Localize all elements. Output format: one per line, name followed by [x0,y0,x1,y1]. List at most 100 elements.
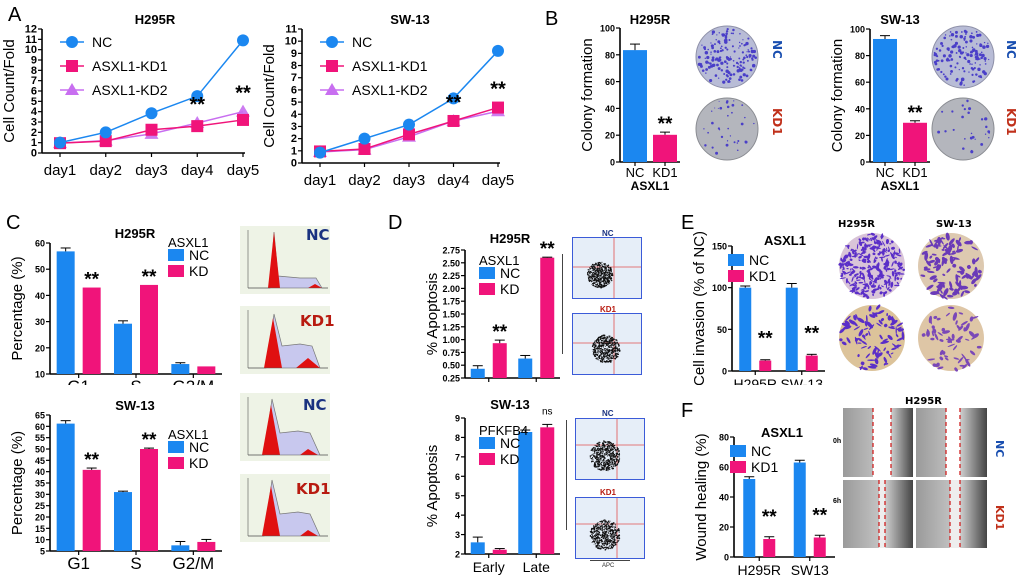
x-tick-label: H295R [733,376,777,385]
texture-mark [957,45,961,49]
texture-mark [603,440,605,442]
texture-mark [964,290,971,294]
texture-mark [603,465,606,467]
texture-mark [603,523,606,525]
texture-mark [608,460,611,463]
texture-mark [608,279,609,280]
texture-mark [951,243,955,248]
texture-mark [610,343,612,345]
texture-mark [589,276,591,278]
texture-mark [618,349,620,351]
texture-mark [601,520,604,523]
texture-mark [602,462,604,464]
texture-mark [851,276,854,283]
texture-mark [938,49,942,52]
texture-mark [608,337,610,339]
texture-mark [616,348,619,351]
texture-mark [724,34,728,38]
texture-mark [891,253,894,257]
texture-mark [944,75,947,78]
chart-title: SW-13 [115,398,154,413]
texture-mark [602,340,604,342]
colony-label-kd1: KD1 [770,108,784,136]
x-tick-label: day2 [348,172,381,189]
texture-mark [598,352,599,354]
texture-mark [873,277,877,283]
texture-mark [725,74,729,77]
bar [653,134,677,162]
texture-mark [853,314,857,321]
texture-mark [968,71,970,73]
texture-mark [605,451,606,453]
texture-mark [933,315,938,319]
texture-mark [597,545,599,547]
texture-mark [609,448,611,450]
texture-mark [725,32,728,36]
texture-mark [606,272,609,274]
texture-mark [602,278,605,280]
texture-mark [619,452,620,454]
y-tick-label: 1 [31,137,37,149]
texture-mark [604,520,607,523]
y-tick-label: 2.75 [442,246,460,256]
data-point [358,142,371,155]
texture-mark [868,305,872,312]
texture-mark [606,538,608,541]
texture-mark [976,57,980,61]
texture-mark [596,525,598,526]
texture-mark [971,63,973,65]
texture-mark [953,44,957,48]
texture-mark [609,546,610,548]
texture-mark [705,68,708,71]
texture-mark [848,273,852,276]
texture-mark [732,73,736,76]
texture-mark [931,325,935,329]
texture-mark [604,531,607,533]
texture-mark [983,41,986,44]
texture-mark [617,461,620,464]
texture-mark [851,286,857,291]
texture-mark [960,270,965,275]
texture-mark [607,537,609,540]
texture-mark [611,338,613,339]
texture-mark [610,342,612,344]
texture-mark [605,520,607,521]
texture-mark [894,274,897,282]
texture-mark [612,355,613,356]
texture-mark [602,280,605,283]
y-tick-label: 0.75 [442,348,460,358]
texture-mark [753,122,755,125]
histogram-h295r-kd1 [240,306,330,374]
y-tick-label: 100 [600,24,615,34]
texture-mark [609,359,611,362]
texture-mark [595,264,597,266]
legend-label: ASXL1-KD1 [92,58,168,74]
texture-mark [983,57,987,61]
texture-mark [614,526,617,529]
texture-mark [932,363,937,367]
texture-mark [865,314,868,323]
texture-mark [595,445,596,447]
texture-mark [883,323,888,328]
texture-mark [988,137,990,139]
texture-mark [980,142,984,146]
texture-mark [597,449,599,451]
x-axis-label: ASXL1 [881,179,920,190]
texture-mark [611,463,613,466]
texture-mark [610,361,612,362]
texture-mark [887,315,892,321]
texture-mark [890,281,894,288]
x-tick-label: SW-13 [780,376,823,385]
texture-mark [940,70,943,74]
texture-mark [611,343,613,346]
texture-mark [605,348,607,350]
texture-mark [594,525,597,527]
y-tick-label: 5 [31,96,37,108]
texture-mark [591,266,594,268]
texture-mark [594,452,595,453]
texture-mark [955,52,958,54]
texture-mark [872,281,878,284]
texture-mark [705,72,707,74]
texture-mark [612,522,615,524]
